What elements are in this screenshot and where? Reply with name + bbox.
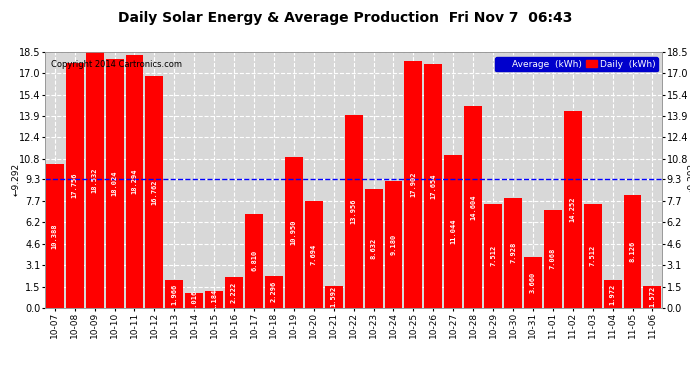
- Text: 18.024: 18.024: [112, 171, 117, 196]
- Text: 17.654: 17.654: [431, 173, 436, 199]
- Bar: [245, 214, 263, 308]
- Bar: [66, 63, 83, 308]
- Bar: [584, 204, 602, 308]
- Bar: [205, 291, 223, 308]
- Bar: [345, 115, 362, 308]
- Text: 7.928: 7.928: [510, 242, 516, 264]
- Bar: [46, 164, 63, 308]
- Bar: [624, 195, 642, 308]
- Text: 7.512: 7.512: [590, 245, 595, 266]
- Text: 18.532: 18.532: [92, 167, 98, 192]
- Bar: [285, 157, 303, 308]
- Text: 7.694: 7.694: [310, 244, 317, 265]
- Text: 11.044: 11.044: [451, 219, 456, 244]
- Bar: [644, 286, 662, 308]
- Text: 6.810: 6.810: [251, 250, 257, 271]
- Bar: [186, 294, 204, 308]
- Text: 1.592: 1.592: [331, 286, 337, 307]
- Text: 1.184: 1.184: [211, 289, 217, 310]
- Bar: [564, 111, 582, 308]
- Text: 2.296: 2.296: [271, 281, 277, 302]
- Bar: [364, 189, 382, 308]
- Bar: [404, 61, 422, 308]
- Bar: [146, 76, 164, 308]
- Text: 7.068: 7.068: [550, 248, 556, 269]
- Text: 16.762: 16.762: [151, 179, 157, 205]
- Bar: [504, 198, 522, 308]
- Bar: [444, 155, 462, 308]
- Bar: [325, 285, 343, 308]
- Text: 1.572: 1.572: [649, 286, 656, 307]
- Bar: [126, 56, 144, 308]
- Text: 10.950: 10.950: [291, 219, 297, 245]
- Text: 2.222: 2.222: [231, 282, 237, 303]
- Bar: [604, 280, 622, 308]
- Text: Copyright 2014 Cartronics.com: Copyright 2014 Cartronics.com: [51, 60, 182, 69]
- Text: 1.972: 1.972: [609, 283, 615, 304]
- Bar: [265, 276, 283, 308]
- Text: 8.632: 8.632: [371, 237, 377, 259]
- Text: 18.294: 18.294: [132, 169, 137, 194]
- Text: ←9.292: ←9.292: [11, 163, 20, 196]
- Text: 14.604: 14.604: [470, 194, 476, 220]
- Bar: [305, 201, 323, 308]
- Text: 10.388: 10.388: [52, 223, 58, 249]
- Bar: [86, 52, 104, 308]
- Bar: [225, 277, 243, 308]
- Bar: [484, 204, 502, 308]
- Text: 17.756: 17.756: [72, 172, 78, 198]
- Text: 7.512: 7.512: [490, 245, 496, 266]
- Legend: Average  (kWh), Daily  (kWh): Average (kWh), Daily (kWh): [495, 57, 658, 71]
- Bar: [166, 280, 184, 308]
- Text: Daily Solar Energy & Average Production  Fri Nov 7  06:43: Daily Solar Energy & Average Production …: [118, 11, 572, 25]
- Text: 1.016: 1.016: [191, 290, 197, 311]
- Bar: [524, 257, 542, 307]
- Bar: [464, 106, 482, 307]
- Bar: [106, 59, 124, 308]
- Bar: [384, 181, 402, 308]
- Text: 14.252: 14.252: [570, 196, 575, 222]
- Text: 3.660: 3.660: [530, 272, 536, 293]
- Text: 17.902: 17.902: [411, 171, 416, 197]
- Text: 13.956: 13.956: [351, 199, 357, 224]
- Bar: [424, 64, 442, 308]
- Bar: [544, 210, 562, 308]
- Text: →9.292: →9.292: [687, 163, 690, 196]
- Text: 9.180: 9.180: [391, 234, 397, 255]
- Text: 1.966: 1.966: [171, 284, 177, 304]
- Text: 8.126: 8.126: [629, 241, 635, 262]
